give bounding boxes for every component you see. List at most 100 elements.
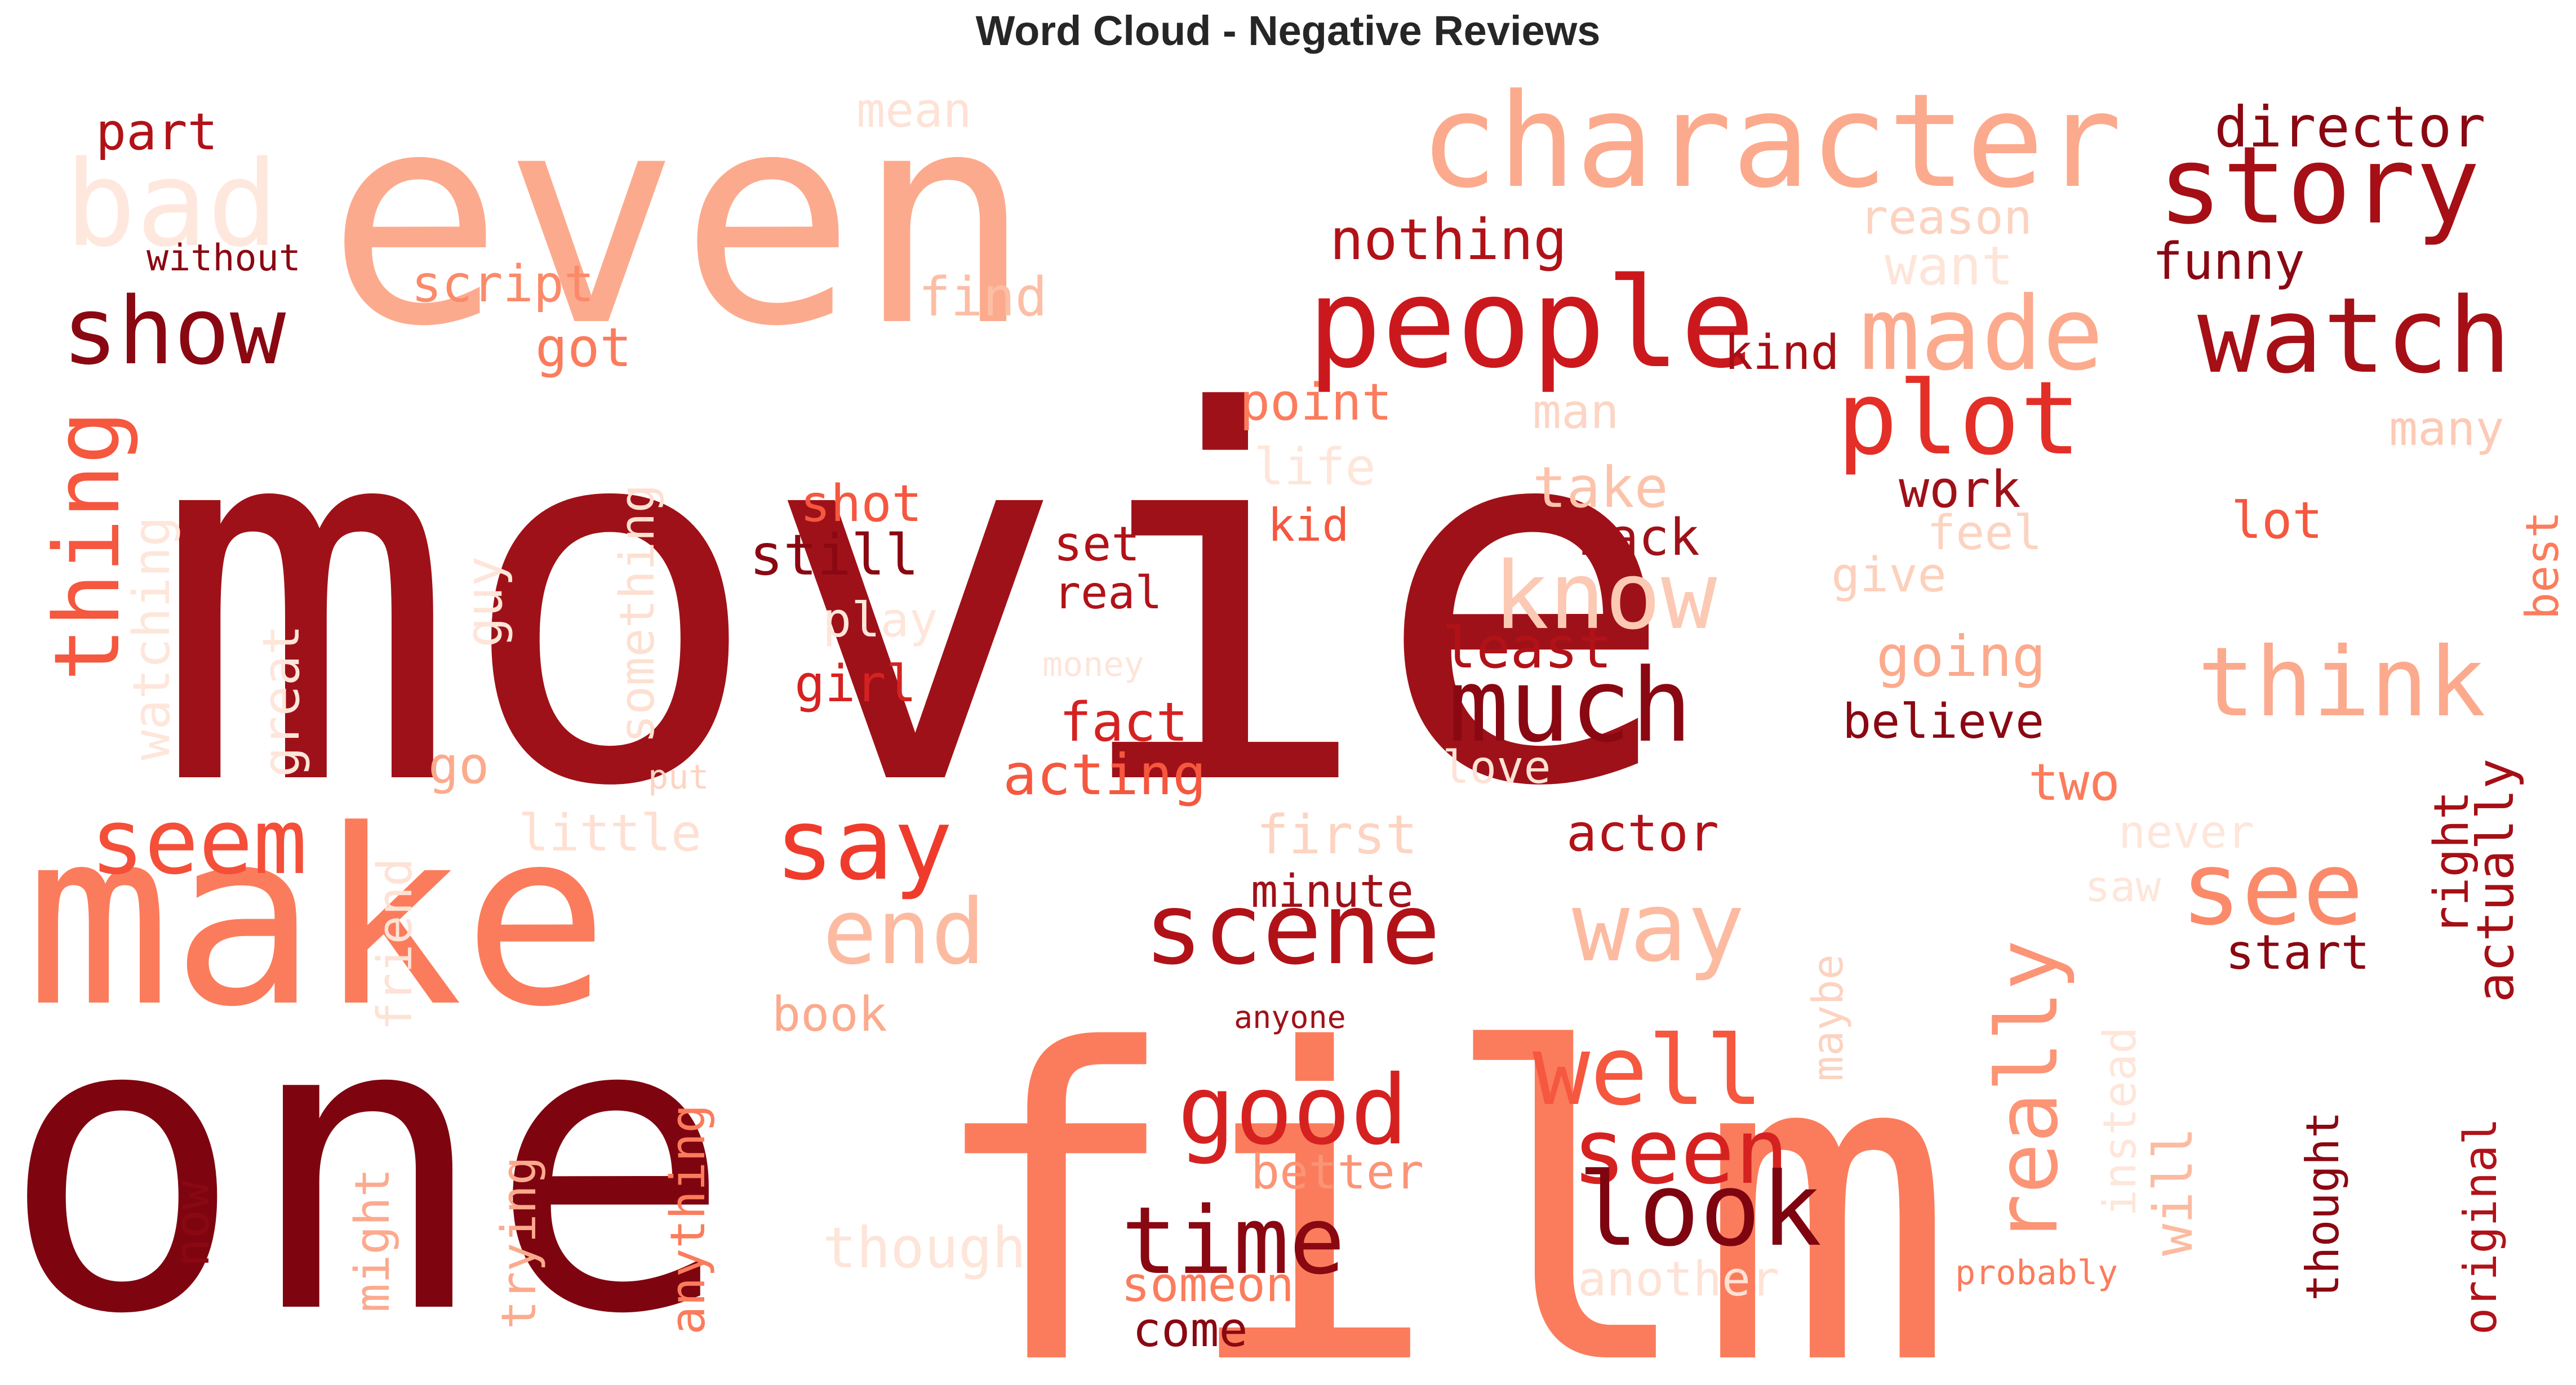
word-anything: anything: [660, 1105, 716, 1335]
word-still: still: [749, 522, 919, 588]
word-trying: trying: [491, 1156, 547, 1329]
word-say: say: [775, 788, 953, 902]
word-much: much: [1448, 647, 1692, 765]
word-fact: fact: [1059, 692, 1188, 754]
word-people: people: [1307, 251, 1755, 395]
word-mean: mean: [856, 83, 972, 139]
word-will: will: [2143, 1127, 2205, 1256]
word-go: go: [428, 736, 489, 795]
word-shot: shot: [800, 474, 922, 533]
word-saw: saw: [2085, 862, 2161, 911]
word-acting: acting: [1003, 742, 1206, 808]
word-scene: scene: [1144, 872, 1441, 987]
word-original: original: [2454, 1118, 2507, 1335]
word-way: way: [1572, 872, 1745, 983]
word-guy: guy: [455, 556, 514, 648]
word-give: give: [1831, 547, 1947, 603]
word-work: work: [1899, 460, 2021, 519]
word-point: point: [1240, 373, 1392, 432]
word-another: another: [1578, 1252, 1779, 1307]
word-character: character: [1420, 66, 2122, 217]
word-start: start: [2226, 925, 2370, 981]
word-someone: someone: [1121, 1257, 1323, 1313]
word-funny: funny: [2152, 232, 2305, 291]
word-book: book: [772, 987, 887, 1043]
word-two: two: [2028, 753, 2120, 812]
word-look: look: [1578, 1151, 1822, 1269]
word-reason: reason: [1859, 190, 2032, 246]
word-director: director: [2214, 94, 2486, 160]
word-end: end: [823, 879, 985, 985]
word-movie: movie: [152, 308, 1678, 897]
word-actor: actor: [1566, 804, 1719, 863]
word-best: best: [2516, 511, 2569, 620]
word-girl: girl: [794, 654, 917, 714]
word-find: find: [918, 266, 1047, 328]
word-though: though: [823, 1215, 1026, 1281]
word-seem: seem: [90, 789, 307, 894]
word-friend: friend: [367, 858, 423, 1031]
word-lot: lot: [2231, 491, 2323, 550]
word-first: first: [1256, 804, 1418, 866]
word-right: right: [2424, 791, 2480, 935]
word-play: play: [823, 593, 938, 648]
word-without: without: [146, 237, 301, 279]
word-even: even: [327, 49, 1032, 390]
word-many: many: [2389, 401, 2504, 457]
word-now: now: [165, 1181, 220, 1267]
word-life: life: [1254, 438, 1376, 497]
word-kind: kind: [1724, 325, 1840, 381]
word-script: script: [411, 255, 594, 314]
word-time: time: [1121, 1187, 1345, 1295]
word-thing: thing: [34, 410, 140, 682]
word-little: little: [518, 804, 701, 863]
word-got: got: [535, 317, 632, 379]
word-really: really: [1979, 939, 2077, 1245]
word-part: part: [96, 103, 218, 162]
word-believe: believe: [1842, 694, 2044, 750]
word-make: make: [25, 778, 609, 1060]
word-something: something: [610, 484, 665, 743]
word-seen: seen: [1572, 1099, 1789, 1204]
word-know: know: [1493, 542, 1717, 650]
word-feel: feel: [1927, 505, 2042, 561]
word-see: see: [2180, 830, 2364, 948]
word-want: want: [1885, 235, 2014, 297]
word-anyone: anyone: [1234, 999, 1346, 1035]
word-least: least: [1442, 615, 1612, 681]
word-take: take: [1533, 455, 1668, 520]
word-minute: minute: [1251, 865, 1414, 918]
word-good: good: [1178, 1055, 1408, 1166]
word-bad: bad: [65, 135, 278, 273]
word-set: set: [1054, 516, 1140, 572]
word-great: great: [252, 625, 311, 777]
word-watch: watch: [2197, 275, 2511, 397]
word-probably: probably: [1955, 1253, 2118, 1293]
word-show: show: [62, 277, 286, 385]
word-love: love: [1442, 741, 1551, 794]
word-maybe: maybe: [1803, 954, 1853, 1081]
word-think: think: [2197, 627, 2486, 738]
word-well: well: [1533, 1016, 1763, 1127]
word-instead: instead: [2094, 1027, 2146, 1217]
word-story: story: [2158, 123, 2480, 248]
chart-title: Word Cloud - Negative Reviews: [975, 7, 1601, 54]
word-money: money: [1042, 645, 1144, 684]
word-watching: watching: [122, 516, 181, 760]
word-put: put: [648, 758, 709, 797]
word-kid: kid: [1268, 499, 1349, 551]
word-real: real: [1054, 567, 1162, 619]
word-made: made: [1859, 275, 2103, 393]
word-actually: actually: [2466, 759, 2525, 1003]
word-thought: thought: [2297, 1111, 2349, 1301]
word-going: going: [1876, 624, 2046, 689]
word-one: one: [0, 930, 732, 1385]
word-back: back: [1578, 508, 1700, 567]
word-better: better: [1251, 1144, 1424, 1200]
word-nothing: nothing: [1330, 207, 1567, 273]
word-might: might: [345, 1168, 401, 1312]
word-never: never: [2118, 806, 2254, 858]
word-man: man: [1533, 384, 1619, 440]
